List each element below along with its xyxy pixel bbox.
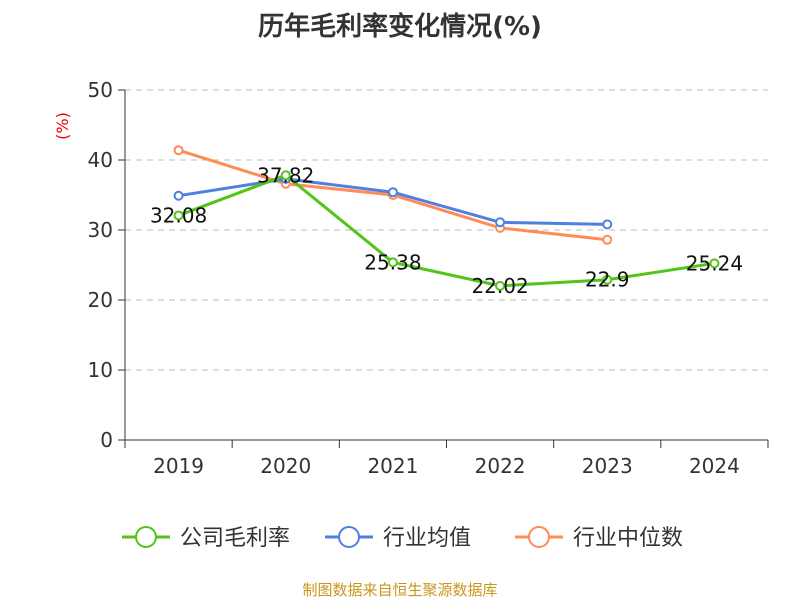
series-line-0 <box>178 173 715 288</box>
y-tick-label: 20 <box>88 288 113 312</box>
y-tick-label: 30 <box>88 218 113 242</box>
data-label: 25.24 <box>686 251 743 275</box>
x-tick-label: 2024 <box>689 454 740 478</box>
data-point <box>173 190 184 201</box>
data-point <box>709 258 720 269</box>
data-point <box>387 187 398 198</box>
x-tick-label: 2019 <box>153 454 204 478</box>
data-label: 25.38 <box>364 250 421 274</box>
legend-marker-icon <box>338 526 360 548</box>
data-point <box>173 210 184 221</box>
legend-marker-icon <box>135 526 157 548</box>
data-point <box>280 170 291 181</box>
x-tick-label: 2022 <box>475 454 526 478</box>
series-line-1 <box>178 177 608 226</box>
data-point <box>495 217 506 228</box>
legend-label: 行业中位数 <box>573 526 683 551</box>
source-note: 制图数据来自恒生聚源数据库 <box>302 581 498 599</box>
y-tick-label: 0 <box>100 428 113 452</box>
y-tick-label: 10 <box>88 358 113 382</box>
data-label: 32.08 <box>150 203 207 227</box>
data-point <box>387 257 398 268</box>
y-tick-label: 50 <box>88 78 113 102</box>
y-tick-label: 40 <box>88 148 113 172</box>
x-tick-label: 2021 <box>367 454 418 478</box>
legend-marker-icon <box>528 526 550 548</box>
data-point <box>602 219 613 230</box>
data-label: 22.02 <box>471 274 528 298</box>
data-point <box>602 234 613 245</box>
legend-label: 公司毛利率 <box>180 526 290 551</box>
data-point <box>173 145 184 156</box>
y-axis-label: (%) <box>53 112 72 140</box>
data-point <box>495 280 506 291</box>
x-tick-label: 2020 <box>260 454 311 478</box>
x-tick-label: 2023 <box>582 454 633 478</box>
chart-title: 历年毛利率变化情况(%) <box>258 12 542 42</box>
data-label: 37.82 <box>257 163 314 187</box>
legend-label: 行业均值 <box>383 526 471 551</box>
data-label: 22.9 <box>585 268 630 292</box>
data-point <box>602 274 613 285</box>
